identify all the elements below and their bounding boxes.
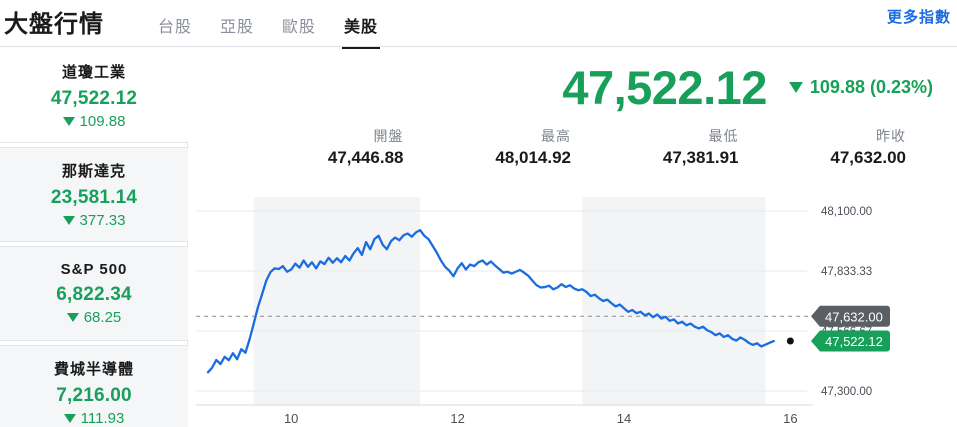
more-indices-link[interactable]: 更多指數 — [886, 9, 951, 26]
stat-low: 最低 47,381.91 — [595, 126, 763, 172]
index-name: 道瓊工業 — [61, 64, 126, 81]
stat-label: 開盤 — [373, 128, 404, 144]
index-price: 23,581.14 — [50, 187, 138, 208]
intraday-chart-svg[interactable]: 48,100.0047,833.3347,566.6747,300.001012… — [188, 173, 957, 427]
badge-shape — [811, 305, 890, 327]
index-change: 377.33 — [62, 212, 126, 229]
chart-last-price-badge: 47,522.12 — [811, 330, 890, 352]
badge-label: 47,632.00 — [825, 309, 883, 324]
triangle-down-icon — [788, 81, 803, 93]
triangle-down-icon — [66, 313, 79, 322]
sidebar-item-dow[interactable]: 道瓊工業 47,522.12 109.88 — [0, 48, 188, 143]
badge-label: 47,522.12 — [825, 334, 883, 349]
index-change: 111.93 — [63, 410, 125, 427]
stat-value: 47,381.91 — [662, 148, 739, 167]
chart-shaded-band-1 — [582, 197, 766, 405]
chart-y-tick-label: 47,300.00 — [821, 386, 872, 398]
stat-value: 47,446.88 — [327, 148, 404, 167]
chart-last-point-marker — [786, 337, 794, 345]
chart-x-tick-label: 12 — [450, 411, 464, 426]
quote-summary: 47,522.12 109.88 (0.23%) — [188, 56, 957, 118]
chart-series-line — [206, 228, 775, 374]
chart-y-tick-label: 47,833.33 — [821, 266, 872, 278]
intraday-chart[interactable]: 48,100.0047,833.3347,566.6747,300.001012… — [188, 173, 957, 427]
index-change: 109.88 — [62, 113, 126, 130]
header-divider — [0, 46, 957, 47]
current-price: 47,522.12 — [562, 60, 767, 114]
index-change-value: 109.88 — [79, 113, 126, 130]
badge-shape — [811, 330, 890, 352]
market-tabs: 台股 亞股 歐股 美股 — [144, 1, 392, 49]
index-name: 費城半導體 — [53, 361, 134, 378]
chart-shaded-band-0 — [253, 197, 421, 405]
stat-value: 47,632.00 — [830, 148, 906, 167]
page-header: 大盤行情 台股 亞股 歐股 美股 更多指數 — [0, 0, 957, 49]
stat-label: 最低 — [708, 128, 739, 144]
main-panel: 47,522.12 109.88 (0.23%) 開盤 47,446.88 最高… — [188, 48, 957, 427]
sidebar-item-sox[interactable]: 費城半導體 7,216.00 111.93 — [0, 345, 188, 427]
index-change-value: 68.25 — [83, 309, 122, 326]
current-change-value: 109.88 (0.23%) — [809, 76, 933, 97]
tab-us[interactable]: 美股 — [330, 15, 392, 49]
sidebar-item-sp500[interactable]: S&P 500 6,822.34 68.25 — [0, 246, 188, 341]
stat-open: 開盤 47,446.88 — [260, 126, 428, 172]
index-price: 6,822.34 — [56, 284, 132, 305]
index-price: 7,216.00 — [56, 385, 132, 406]
index-name: S&P 500 — [60, 261, 128, 278]
chart-y-tick-label: 48,100.00 — [821, 206, 872, 218]
chart-prev-close-badge: 47,632.00 — [811, 305, 890, 327]
triangle-down-icon — [62, 117, 75, 126]
tab-taiwan[interactable]: 台股 — [158, 19, 193, 36]
index-change-value: 377.33 — [79, 212, 126, 229]
triangle-down-icon — [62, 216, 75, 225]
chart-x-tick-label: 14 — [617, 411, 631, 426]
index-change-value: 111.93 — [80, 410, 125, 427]
index-change: 68.25 — [66, 309, 122, 326]
chart-x-tick-label: 10 — [284, 411, 298, 426]
chart-x-tick-label: 16 — [783, 411, 797, 426]
current-change: 109.88 (0.23%) — [788, 76, 933, 98]
sidebar-item-nasdaq[interactable]: 那斯達克 23,581.14 377.33 — [0, 147, 188, 242]
tab-europe[interactable]: 歐股 — [282, 19, 317, 36]
index-price: 47,522.12 — [50, 88, 138, 109]
stat-value: 48,014.92 — [495, 148, 571, 167]
stat-high: 最高 48,014.92 — [428, 126, 596, 172]
stat-prev-close: 昨收 47,632.00 — [763, 126, 931, 172]
page-title: 大盤行情 — [4, 10, 104, 38]
stat-label: 昨收 — [876, 128, 906, 144]
index-sidebar: 道瓊工業 47,522.12 109.88 那斯達克 23,581.14 377… — [0, 48, 188, 427]
index-name: 那斯達克 — [61, 163, 126, 180]
quote-stats: 開盤 47,446.88 最高 48,014.92 最低 47,381.91 昨… — [260, 126, 930, 172]
tab-asia[interactable]: 亞股 — [220, 19, 255, 36]
stat-label: 最高 — [541, 128, 571, 144]
triangle-down-icon — [63, 414, 76, 423]
